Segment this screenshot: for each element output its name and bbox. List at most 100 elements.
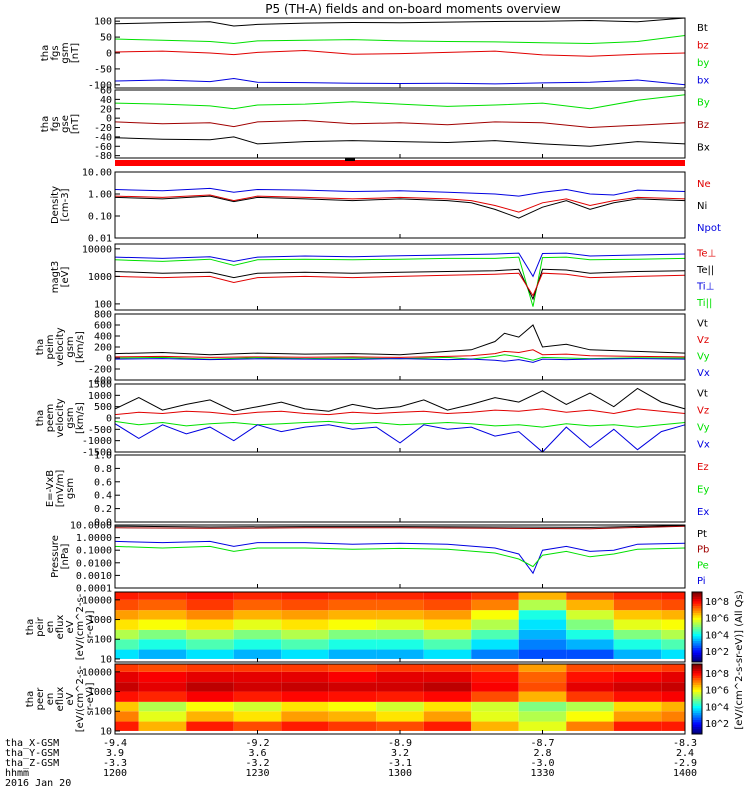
y-axis-label-line: tha	[25, 691, 36, 707]
spectrogram-cell	[328, 610, 377, 620]
spectrogram-cell	[138, 592, 187, 600]
spectrogram-cell	[566, 599, 614, 611]
spectrogram-cell	[661, 664, 685, 672]
colorbar-segment	[692, 701, 702, 705]
spectrogram-cell	[661, 592, 685, 600]
spectrogram-cell	[328, 721, 377, 731]
spectrogram-cell	[566, 682, 614, 692]
spectrogram-cell	[423, 721, 472, 731]
y-axis-label: Pressure[nPa]	[50, 535, 71, 578]
series-line-green	[114, 256, 686, 307]
legend-entry: Ey	[697, 485, 709, 496]
y-tick-label: 600	[94, 321, 112, 332]
spectrogram-cell	[138, 682, 187, 692]
legend-entry: Ti⊥	[696, 281, 714, 292]
spectrogram-cell	[613, 701, 662, 712]
colorbar-segment	[692, 606, 702, 609]
y-tick-label: 60	[100, 86, 112, 97]
colorbar-segment	[692, 682, 702, 686]
spectrogram-cell	[518, 629, 567, 640]
spectrogram-cell	[471, 671, 519, 683]
colorbar-segment	[692, 652, 702, 656]
y-tick-label: 0.6	[94, 477, 112, 488]
spectrogram-cell	[281, 649, 329, 659]
colorbar-label: [eV/(cm^2-s-sr-eV)] (All Qs)	[734, 590, 745, 729]
spectrogram-cell	[471, 691, 519, 702]
colorbar-segment	[692, 727, 702, 730]
colorbar-segment	[692, 694, 702, 698]
spectrogram-cell	[115, 691, 139, 702]
panel-density: 10.00 1.00 0.10 0.01 Density[cm-3] Ne Ni Npot	[50, 168, 721, 245]
spectrogram-cell	[281, 721, 329, 731]
spectrogram-cell	[376, 639, 424, 650]
y-tick-label: 100	[94, 299, 112, 310]
spectrogram-cell	[281, 671, 329, 683]
y-tick-label: -500	[88, 425, 112, 436]
colorbar-segment	[692, 708, 702, 712]
colorbar-frame	[691, 663, 703, 735]
colorbar-segment	[692, 617, 702, 621]
spectrogram-cell	[471, 711, 519, 722]
series-line-green	[114, 35, 686, 45]
spectrogram-cell	[613, 610, 662, 620]
colorbar-tick-label: 10^2	[705, 647, 729, 658]
spectrogram-cell	[423, 664, 472, 672]
y-tick-label: 0.01	[88, 234, 112, 245]
spectrogram-cell	[661, 629, 685, 640]
colorbar-segment	[692, 615, 702, 619]
spectrogram-cell	[471, 619, 519, 630]
panel-frame	[114, 454, 686, 523]
spectrogram-cell	[138, 610, 187, 620]
y-tick-label: 800	[94, 310, 112, 321]
spectrogram-cell	[471, 701, 519, 712]
y-axis-label-line: sr-eV)]	[85, 682, 96, 715]
spectrogram-cell	[518, 701, 567, 712]
spectrogram-cell	[613, 649, 662, 659]
spectrogram-cell	[328, 682, 377, 692]
spectrogram-cell	[376, 649, 424, 659]
y-tick-label: 0.0010	[76, 571, 112, 582]
series-line-red	[114, 349, 686, 358]
ephemeris-value: -8.7	[530, 738, 554, 749]
colorbar-segment	[692, 650, 702, 654]
colorbar-segment	[692, 717, 702, 721]
series-line-black	[114, 387, 686, 412]
ephemeris-value: -8.9	[388, 738, 412, 749]
spectrogram-cell	[518, 721, 567, 731]
legend-entry: Bx	[697, 143, 710, 154]
colorbar-segment	[692, 641, 702, 644]
series-line-black	[114, 136, 686, 147]
legend-entry: Bz	[697, 120, 709, 131]
spectrogram-cell	[518, 664, 567, 672]
spectrogram-cell	[233, 691, 282, 702]
y-tick-label: 100	[94, 635, 112, 646]
ephemeris-row-label: tha_Y-GSM	[5, 748, 59, 759]
spectrogram-cell	[186, 610, 234, 620]
colorbar-segment	[692, 696, 702, 700]
legend-entry: Vx	[697, 440, 710, 451]
y-tick-label: 400	[94, 332, 112, 343]
ephemeris-value: -3.2	[245, 758, 269, 769]
y-tick-label: 0	[106, 354, 112, 365]
colorbar-segment	[692, 594, 702, 598]
spectrogram-cell	[115, 649, 139, 659]
spectrogram-cell	[661, 671, 685, 683]
colorbar-segment	[692, 722, 702, 726]
ephemeris-value: 1300	[388, 768, 412, 779]
spectrogram-cell	[518, 639, 567, 650]
colorbar-segment	[692, 692, 702, 695]
y-tick-label: -100	[88, 80, 112, 91]
series-line-red	[114, 49, 686, 57]
colorbar-tick-label: 10^6	[705, 686, 729, 697]
spectrogram-cell	[613, 671, 662, 683]
spectrogram-cell	[328, 639, 377, 650]
spectrogram-cell	[281, 610, 329, 620]
y-axis-label: thapeerenefluxeV[eV/(cm^2-s-sr-eV)]	[25, 665, 96, 732]
colorbar-segment	[692, 664, 702, 667]
spectrogram-cell	[376, 610, 424, 620]
spectrogram-cell	[471, 649, 519, 659]
spectrogram-cell	[186, 619, 234, 630]
colorbar-segment	[692, 629, 702, 633]
spectrogram-cell	[566, 711, 614, 722]
